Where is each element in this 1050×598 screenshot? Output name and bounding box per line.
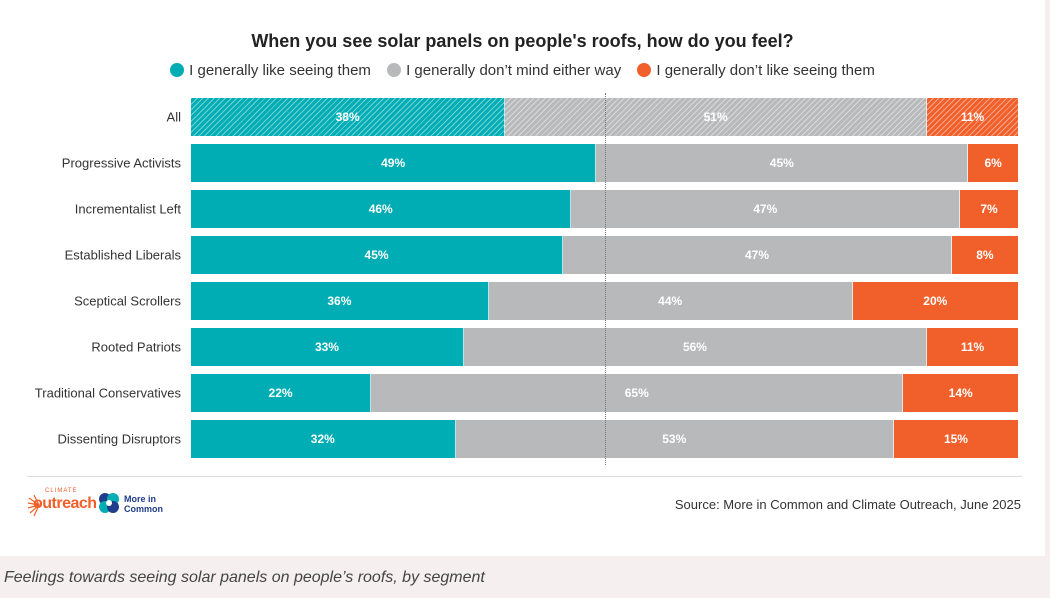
- bar-all-like: 38%: [191, 98, 506, 136]
- bar-progressive-activists-neutral: 45%: [596, 144, 969, 182]
- legend-swatch-neutral: [387, 63, 402, 77]
- bar-dissenting-disruptors-neutral: 53%: [455, 420, 894, 458]
- data-label-incrementalist-left-like: 46%: [368, 202, 393, 216]
- chart-title: When you see solar panels on people's ro…: [251, 31, 794, 51]
- bar-established-liberals-like: 45%: [191, 236, 564, 274]
- logo-mic-line2: Common: [124, 504, 163, 514]
- data-label-rooted-patriots-dislike: 11%: [960, 340, 985, 354]
- bar-rooted-patriots-dislike: 11%: [927, 328, 1018, 366]
- legend: I generally like seeing them I generally…: [0, 62, 1045, 79]
- bar-progressive-activists-dislike: 6%: [968, 144, 1018, 182]
- data-label-incrementalist-left-neutral: 47%: [753, 202, 778, 216]
- bar-all-dislike: 11%: [927, 98, 1018, 136]
- legend-swatch-like: [170, 63, 185, 77]
- bar-all-neutral: 51%: [505, 98, 928, 136]
- row-label-established-liberals: Established Liberals: [64, 247, 181, 263]
- data-label-traditional-conservatives-like: 22%: [268, 386, 293, 400]
- data-label-dissenting-disruptors-neutral: 53%: [662, 432, 687, 446]
- data-label-dissenting-disruptors-dislike: 15%: [943, 432, 968, 446]
- data-label-all-dislike: 11%: [960, 110, 985, 124]
- plot-area: All 38% 51% 11% Progressive Activists 49% 45% 6…: [34, 93, 1018, 465]
- data-label-traditional-conservatives-dislike: 14%: [948, 386, 973, 400]
- data-label-traditional-conservatives-neutral: 65%: [624, 386, 649, 400]
- bar-rooted-patriots-like: 33%: [191, 328, 464, 366]
- bar-incrementalist-left-neutral: 47%: [571, 190, 961, 228]
- data-label-rooted-patriots-neutral: 56%: [682, 340, 707, 354]
- bar-incrementalist-left-like: 46%: [191, 190, 572, 228]
- row-label-all: All: [166, 109, 181, 125]
- data-label-established-liberals-neutral: 47%: [744, 248, 769, 262]
- bar-dissenting-disruptors-dislike: 15%: [893, 420, 1018, 458]
- legend-item-neutral: I generally don’t mind either way: [387, 62, 621, 79]
- logo-mic-line1: More in: [124, 494, 157, 504]
- bar-incrementalist-left-dislike: 7%: [960, 190, 1018, 228]
- bar-sceptical-scrollers-like: 36%: [191, 282, 489, 320]
- bar-established-liberals-neutral: 47%: [563, 236, 952, 274]
- legend-item-like: I generally like seeing them: [170, 62, 371, 79]
- legend-label-like: I generally like seeing them: [189, 62, 371, 79]
- data-label-progressive-activists-dislike: 6%: [984, 156, 1002, 170]
- logo-outreach-small-text: CLIMATE: [45, 488, 78, 494]
- more-in-common-logo: More in Common: [98, 492, 178, 518]
- footer-divider: [27, 476, 1022, 477]
- bar-sceptical-scrollers-neutral: 44%: [488, 282, 853, 320]
- data-label-sceptical-scrollers-like: 36%: [327, 294, 352, 308]
- bar-sceptical-scrollers-dislike: 20%: [852, 282, 1018, 320]
- data-label-all-neutral: 51%: [703, 110, 728, 124]
- bar-rooted-patriots-neutral: 56%: [463, 328, 928, 366]
- bar-established-liberals-dislike: 8%: [951, 236, 1018, 274]
- row-label-progressive-activists: Progressive Activists: [61, 155, 181, 171]
- row-label-dissenting-disruptors: Dissenting Disruptors: [57, 431, 181, 447]
- logo-outreach-word: outreach: [33, 495, 97, 512]
- row-label-sceptical-scrollers: Sceptical Scrollers: [74, 293, 181, 309]
- data-label-sceptical-scrollers-neutral: 44%: [658, 294, 683, 308]
- figure-caption: Feelings towards seeing solar panels on …: [4, 569, 485, 586]
- data-label-sceptical-scrollers-dislike: 20%: [923, 294, 948, 308]
- legend-swatch-dislike: [637, 63, 652, 77]
- row-label-traditional-conservatives: Traditional Conservatives: [34, 385, 181, 401]
- row-label-incrementalist-left: Incrementalist Left: [74, 201, 181, 217]
- legend-item-dislike: I generally don’t like seeing them: [637, 62, 875, 79]
- bar-traditional-conservatives-dislike: 14%: [903, 374, 1018, 412]
- legend-label-dislike: I generally don’t like seeing them: [656, 62, 875, 79]
- more-in-common-mark-icon: [99, 493, 119, 513]
- row-label-rooted-patriots: Rooted Patriots: [91, 339, 181, 355]
- bar-traditional-conservatives-neutral: 65%: [371, 374, 904, 412]
- chart-card: When you see solar panels on people's ro…: [0, 0, 1045, 556]
- reference-line-50: [604, 93, 606, 465]
- data-label-progressive-activists-neutral: 45%: [769, 156, 794, 170]
- data-label-incrementalist-left-dislike: 7%: [980, 202, 998, 216]
- legend-label-neutral: I generally don’t mind either way: [406, 62, 622, 79]
- data-label-dissenting-disruptors-like: 32%: [310, 432, 335, 446]
- climate-outreach-logo: CLIMATE outreach: [27, 488, 97, 520]
- bar-traditional-conservatives-like: 22%: [191, 374, 372, 412]
- bar-dissenting-disruptors-like: 32%: [191, 420, 456, 458]
- source-note: Source: More in Common and Climate Outre…: [674, 497, 1021, 512]
- data-label-rooted-patriots-like: 33%: [314, 340, 339, 354]
- data-label-established-liberals-like: 45%: [364, 248, 389, 262]
- data-label-all-like: 38%: [335, 110, 360, 124]
- data-label-established-liberals-dislike: 8%: [976, 248, 994, 262]
- bar-progressive-activists-like: 49%: [191, 144, 597, 182]
- data-label-progressive-activists-like: 49%: [381, 156, 406, 170]
